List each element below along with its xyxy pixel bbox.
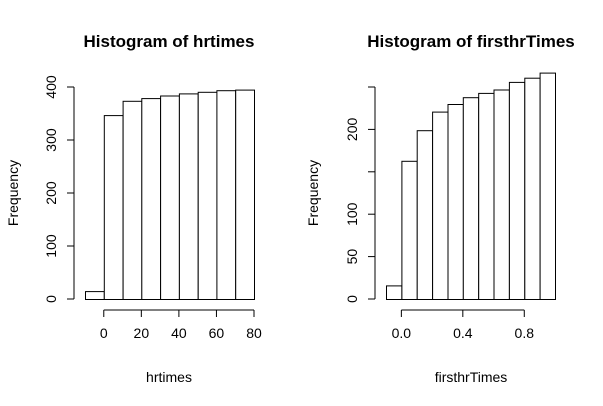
x-tick-label: 0.4 xyxy=(453,325,473,341)
x-axis: 0 20 40 60 80 xyxy=(100,309,262,341)
x-tick-label: 0 xyxy=(100,325,108,341)
y-axis-label: Frequency xyxy=(305,160,321,226)
y-tick-label: 200 xyxy=(344,118,360,142)
histogram-bar-8 xyxy=(508,81,526,301)
x-axis-label: firsthrTimes xyxy=(435,369,508,385)
histogram-bar-4 xyxy=(447,104,464,300)
histogram-bar-2 xyxy=(416,130,434,300)
y-tick-label: 50 xyxy=(344,249,360,265)
histogram-bar-7 xyxy=(216,90,237,300)
x-tick-label: 0.8 xyxy=(515,325,535,341)
x-tick-label: 80 xyxy=(246,325,262,341)
y-tick-label: 0 xyxy=(344,295,360,303)
x-axis-label: hrtimes xyxy=(146,369,192,385)
histogram-bar-2 xyxy=(122,100,143,300)
y-axis: 0 50 100 200 xyxy=(344,86,376,303)
histogram-bar-5 xyxy=(178,93,199,301)
histogram-bar-6 xyxy=(197,91,218,300)
y-axis-label: Frequency xyxy=(5,160,21,226)
y-tick-label: 300 xyxy=(43,128,59,152)
chart-title: Histogram of hrtimes xyxy=(84,32,255,51)
x-tick-label: 20 xyxy=(134,325,150,341)
y-tick-label: 100 xyxy=(43,234,59,258)
chart-title: Histogram of firsthrTimes xyxy=(367,32,575,51)
histogram-hrtimes-panel: Histogram of hrtimes hrtimes Frequency 0… xyxy=(5,32,262,385)
bars-group xyxy=(386,72,556,301)
histogram-bar-3 xyxy=(141,98,162,300)
histogram-bar-6 xyxy=(478,92,495,301)
x-tick-label: 40 xyxy=(171,325,187,341)
y-axis: 0 100 200 300 400 xyxy=(43,75,75,303)
x-tick-label: 60 xyxy=(209,325,225,341)
y-tick-label: 0 xyxy=(43,295,59,303)
histogram-bar-9 xyxy=(524,77,541,300)
histogram-bar-5 xyxy=(462,97,480,300)
histogram-bar-8 xyxy=(235,89,255,300)
histogram-bar-3 xyxy=(432,111,449,300)
x-axis: 0.0 0.4 0.8 xyxy=(392,309,535,341)
histogram-bar-0 xyxy=(85,291,105,301)
y-tick-label: 200 xyxy=(43,181,59,205)
histogram-bar-7 xyxy=(493,89,510,300)
y-tick-label: 100 xyxy=(344,202,360,226)
histogram-bar-4 xyxy=(160,95,180,300)
histogram-bar-1 xyxy=(103,115,124,300)
histogram-firsthrtimes-panel: Histogram of firsthrTimes firsthrTimes F… xyxy=(305,32,575,385)
x-tick-label: 0.0 xyxy=(392,325,412,341)
histogram-bar-0 xyxy=(386,285,403,300)
y-tick-label: 400 xyxy=(43,75,59,99)
histogram-bar-1 xyxy=(401,160,418,300)
bars-group xyxy=(85,89,255,301)
histogram-bar-10 xyxy=(539,72,556,300)
